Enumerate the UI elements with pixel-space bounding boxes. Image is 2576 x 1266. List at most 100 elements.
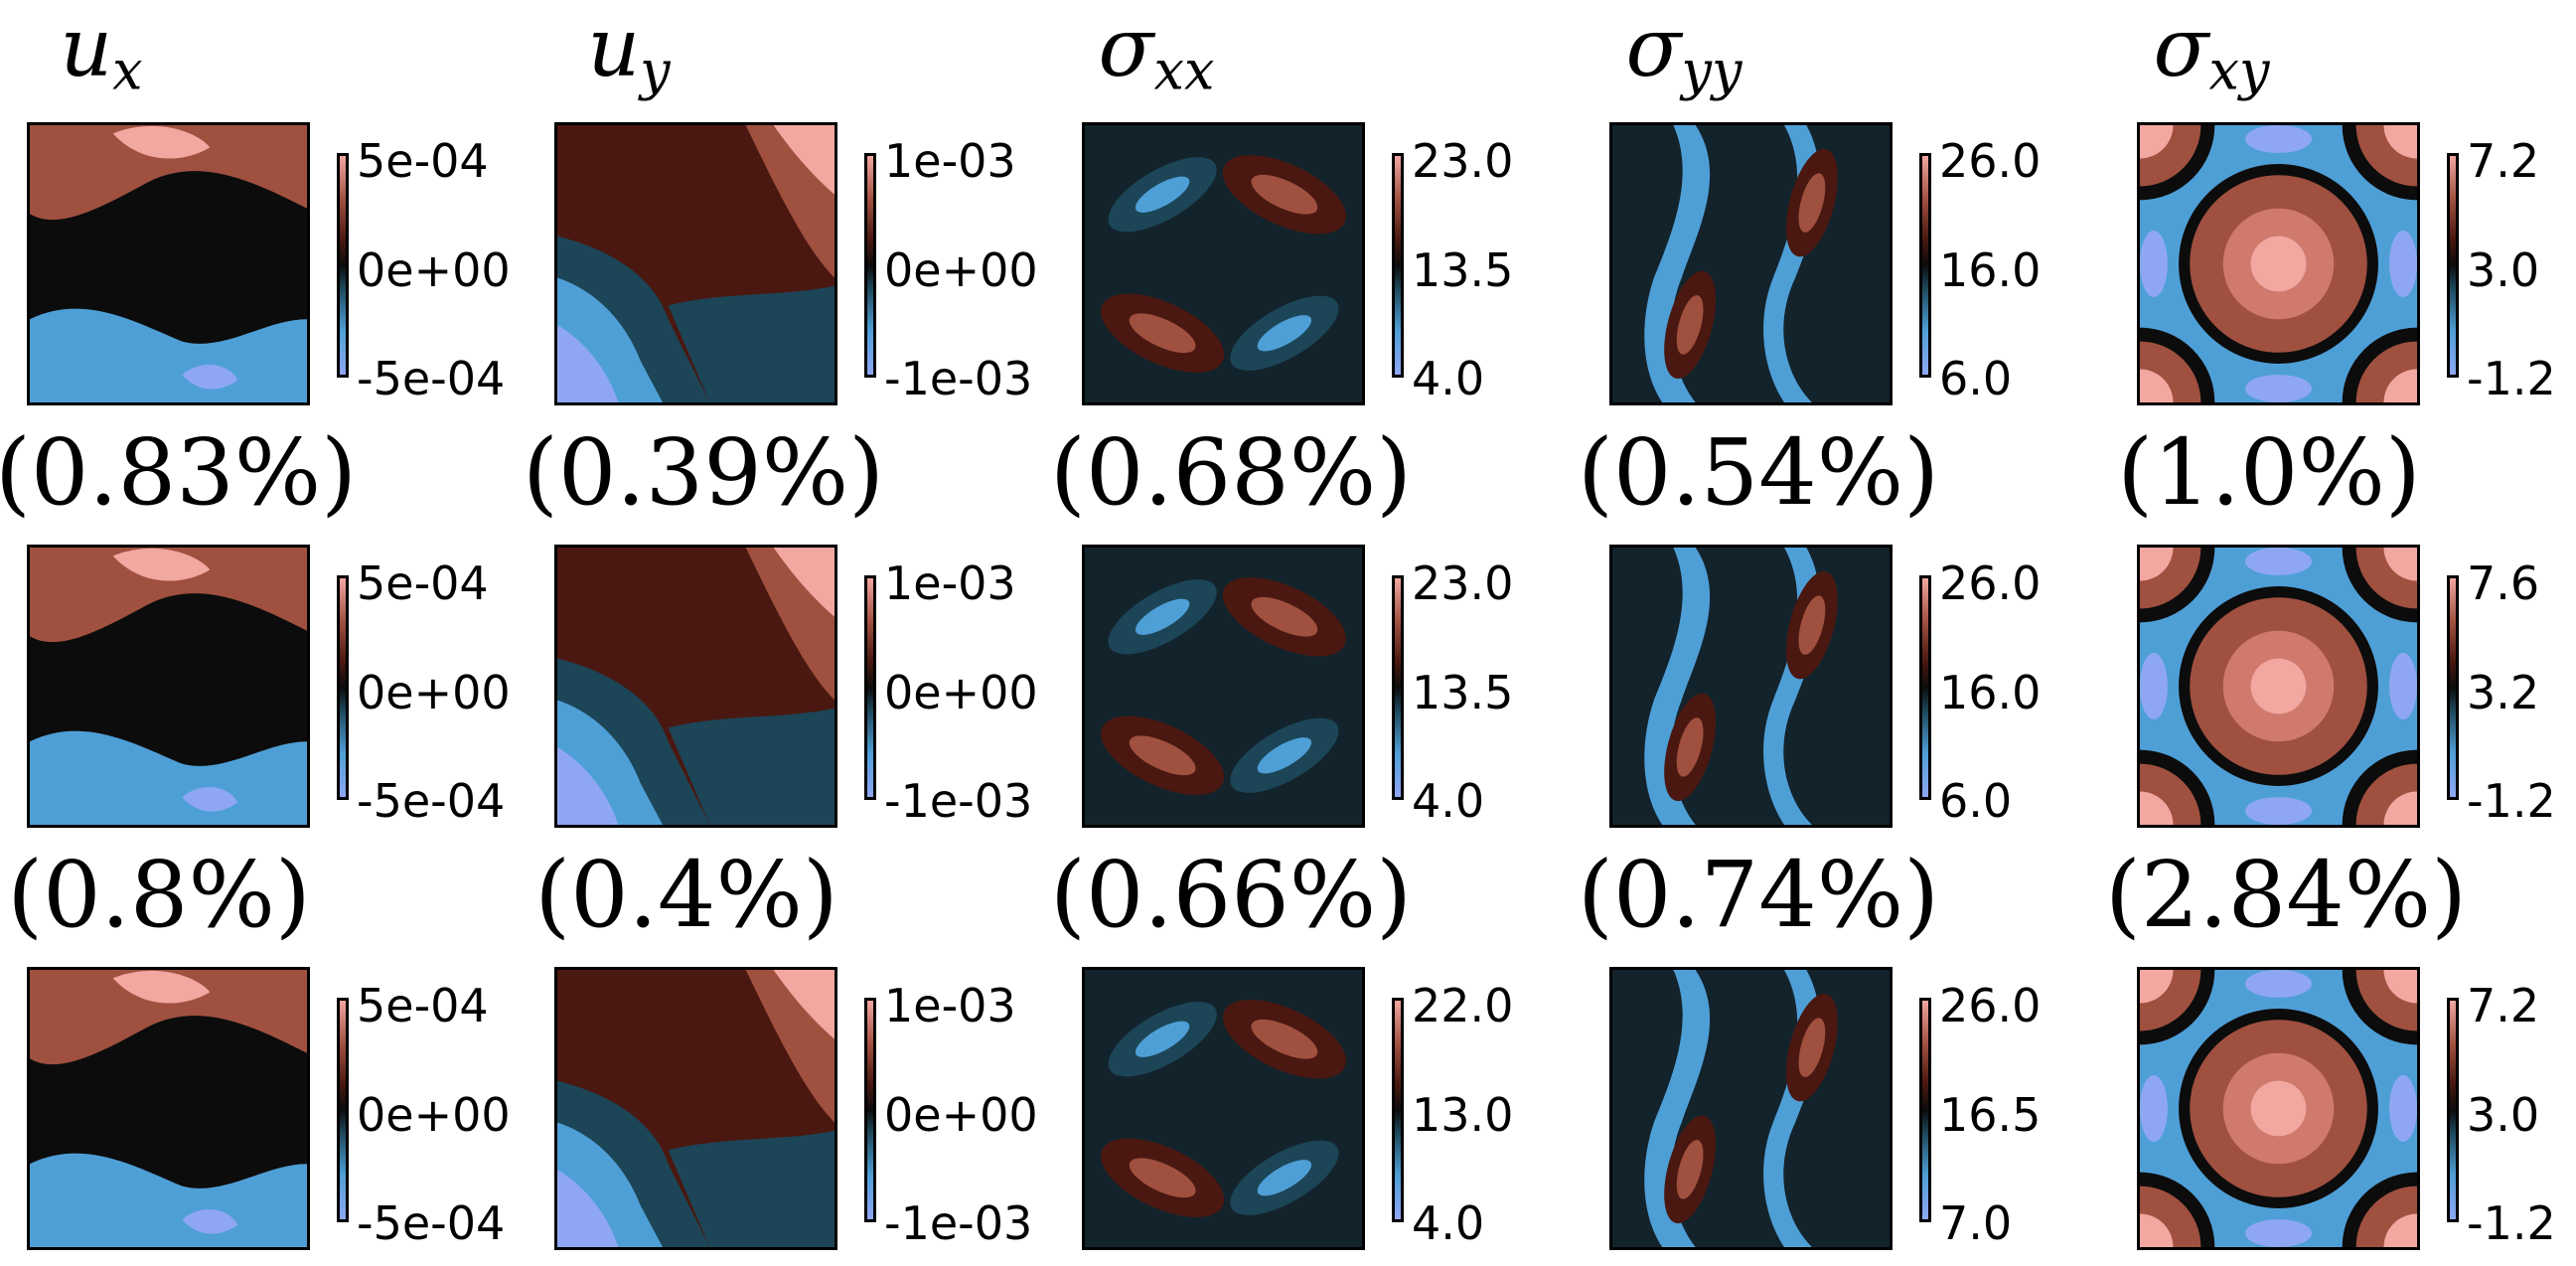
contour-field <box>30 548 307 825</box>
colorbar-tick-label: 26.0 <box>1939 979 2042 1032</box>
contour-field <box>1085 125 1362 402</box>
contour-panel <box>2137 122 2420 405</box>
column-title-sxx: σxx <box>1098 1 1215 102</box>
contour-field <box>1085 548 1362 825</box>
colorbar-tick-label: 0e+00 <box>884 666 1038 719</box>
colorbar-tick-label: -1e-03 <box>884 352 1033 405</box>
colorbar <box>2447 575 2459 800</box>
colorbar <box>864 998 876 1222</box>
contour-panel <box>554 967 837 1250</box>
colorbar-tick-label: -5e-04 <box>357 352 506 405</box>
colorbar-tick-label: -1.2 <box>2467 1196 2556 1250</box>
colorbar <box>337 998 349 1222</box>
colorbar-tick-label: 5e-04 <box>357 134 489 188</box>
error-label: (0.54%) <box>1578 419 1940 526</box>
contour-panel <box>27 967 310 1250</box>
colorbar-tick-label: -1.2 <box>2467 774 2556 828</box>
colorbar <box>2447 998 2459 1222</box>
colorbar-tick-label: 0e+00 <box>884 1088 1038 1142</box>
colorbar-tick-label: 0e+00 <box>357 666 511 719</box>
contour-panel <box>27 122 310 405</box>
colorbar-tick-label: 16.0 <box>1939 243 2042 297</box>
contour-field <box>2140 125 2417 402</box>
column-title-syy: σyy <box>1625 1 1743 102</box>
colorbar-tick-label: 4.0 <box>1412 1196 1485 1250</box>
contour-panel <box>554 122 837 405</box>
colorbar-tick-label: -5e-04 <box>357 774 506 828</box>
colorbar-tick-label: 4.0 <box>1412 352 1485 405</box>
colorbar-tick-label: 26.0 <box>1939 134 2042 188</box>
error-label: (1.0%) <box>2117 419 2421 526</box>
colorbar <box>2447 153 2459 378</box>
colorbar-tick-label: 1e-03 <box>884 556 1016 610</box>
colorbar <box>337 153 349 378</box>
contour-panel <box>1609 122 1893 405</box>
contour-panel <box>27 545 310 828</box>
column-title-ux: ux <box>60 1 143 102</box>
colorbar <box>337 575 349 800</box>
contour-panel <box>1082 545 1365 828</box>
colorbar-tick-label: 7.2 <box>2467 134 2540 188</box>
colorbar <box>1392 153 1404 378</box>
colorbar <box>1392 998 1404 1222</box>
colorbar-tick-label: 16.0 <box>1939 666 2042 719</box>
colorbar-tick-label: 0e+00 <box>357 1088 511 1142</box>
colorbar-tick-label: 6.0 <box>1939 774 2013 828</box>
contour-field <box>557 548 834 825</box>
contour-panel <box>1609 545 1893 828</box>
colorbar-tick-label: 6.0 <box>1939 352 2013 405</box>
contour-field <box>2140 548 2417 825</box>
colorbar-tick-label: 4.0 <box>1412 774 1485 828</box>
colorbar-tick-label: 23.0 <box>1412 556 1514 610</box>
colorbar-tick-label: 1e-03 <box>884 134 1016 188</box>
contour-field <box>1085 970 1362 1247</box>
colorbar <box>1392 575 1404 800</box>
colorbar-tick-label: -1e-03 <box>884 1196 1033 1250</box>
colorbar-tick-label: 5e-04 <box>357 979 489 1032</box>
contour-panel <box>1609 967 1893 1250</box>
colorbar <box>864 153 876 378</box>
colorbar-tick-label: 13.5 <box>1412 243 1514 297</box>
colorbar-tick-label: 0e+00 <box>884 243 1038 297</box>
colorbar-tick-label: 0e+00 <box>357 243 511 297</box>
colorbar-tick-label: 13.0 <box>1412 1088 1514 1142</box>
colorbar-tick-label: 22.0 <box>1412 979 1514 1032</box>
colorbar-tick-label: 7.2 <box>2467 979 2540 1032</box>
contour-panel <box>554 545 837 828</box>
colorbar-tick-label: 7.6 <box>2467 556 2540 610</box>
colorbar-tick-label: -1e-03 <box>884 774 1033 828</box>
colorbar-tick-label: -5e-04 <box>357 1196 506 1250</box>
error-label: (0.66%) <box>1050 842 1413 948</box>
contour-field <box>1612 970 1890 1247</box>
colorbar <box>864 575 876 800</box>
colorbar-tick-label: 5e-04 <box>357 556 489 610</box>
error-label: (2.84%) <box>2105 842 2468 948</box>
colorbar-tick-label: 23.0 <box>1412 134 1514 188</box>
colorbar <box>1919 153 1931 378</box>
colorbar-tick-label: 1e-03 <box>884 979 1016 1032</box>
contour-panel <box>2137 967 2420 1250</box>
colorbar-tick-label: 16.5 <box>1939 1088 2042 1142</box>
colorbar-tick-label: -1.2 <box>2467 352 2556 405</box>
contour-field <box>30 970 307 1247</box>
contour-panel <box>2137 545 2420 828</box>
contour-field <box>557 125 834 402</box>
error-label: (0.74%) <box>1578 842 1940 948</box>
contour-field <box>2140 970 2417 1247</box>
contour-field <box>557 970 834 1247</box>
contour-field <box>30 125 307 402</box>
contour-panel <box>1082 967 1365 1250</box>
contour-field <box>1612 548 1890 825</box>
column-title-sxy: σxy <box>2153 1 2270 102</box>
contour-panel <box>1082 122 1365 405</box>
column-title-uy: uy <box>587 1 671 102</box>
colorbar-tick-label: 3.0 <box>2467 1088 2540 1142</box>
error-label: (0.4%) <box>534 842 838 948</box>
error-label: (0.8%) <box>7 842 311 948</box>
colorbar <box>1919 575 1931 800</box>
error-label: (0.83%) <box>0 419 358 526</box>
error-label: (0.39%) <box>523 419 885 526</box>
colorbar <box>1919 998 1931 1222</box>
colorbar-tick-label: 13.5 <box>1412 666 1514 719</box>
error-label: (0.68%) <box>1050 419 1413 526</box>
